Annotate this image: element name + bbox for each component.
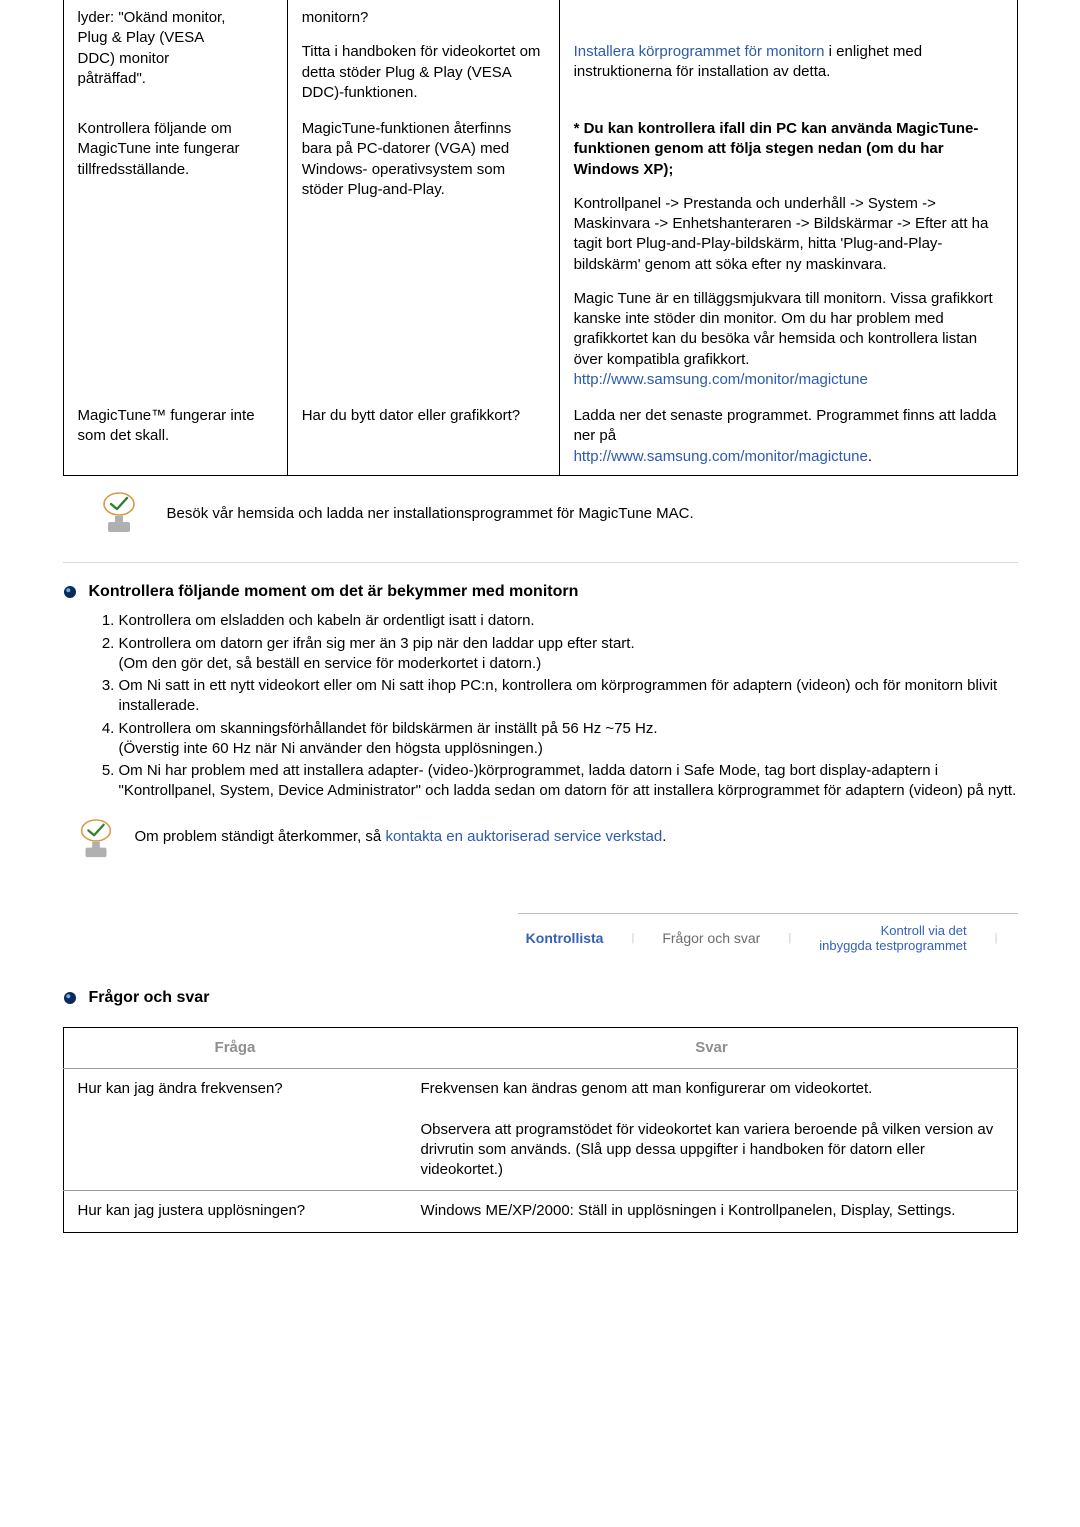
mac-note: Besök vår hemsida och ladda ner installa… [63, 476, 1018, 562]
text: Har du bytt dator eller grafikkort? [302, 407, 520, 424]
text: . [662, 828, 666, 845]
cell: Kontrollera följande om MagicTune inte f… [63, 111, 287, 398]
table-row: MagicTune™ fungerar inte som det skall. … [63, 398, 1017, 475]
list-item: Kontrollera om datorn ger ifrån sig mer … [119, 633, 1018, 676]
table-row: Hur kan jag ändra frekvensen? Frekvensen… [63, 1069, 1017, 1110]
cell: lyder: "Okänd monitor, Plug & Play (VESA… [63, 0, 287, 111]
nav-faq-link[interactable]: Frågor och svar [662, 929, 760, 948]
list-item: Om Ni satt in ett nytt videokort eller o… [119, 675, 1018, 718]
text: Ladda ner det senaste programmet. Progra… [574, 407, 997, 444]
column-header: Fråga [63, 1028, 406, 1069]
text: MagicTune-funktionen återfinns bara på P… [302, 120, 512, 198]
text: Besök vår hemsida och ladda ner installa… [167, 504, 694, 524]
cell: Hur kan jag ändra frekvensen? [63, 1069, 406, 1110]
cell: Windows ME/XP/2000: Ställ in upplösninge… [406, 1191, 1017, 1232]
text: monitorn? [302, 9, 369, 26]
checklist: Kontrollera om elsladden och kabeln är o… [63, 610, 1018, 802]
text: påträffad". [78, 70, 146, 87]
cell: Observera att programstödet för videokor… [406, 1110, 1017, 1191]
list-item: Om Ni har problem med att installera ada… [119, 760, 1018, 803]
section-heading: Frågor och svar [63, 953, 1018, 1023]
heading-text: Frågor och svar [89, 987, 210, 1009]
table-header-row: Fråga Svar [63, 1028, 1017, 1069]
cell: Installera körprogrammet för monitorn i … [559, 0, 1017, 111]
text: DDC) monitor [78, 50, 170, 67]
text: Kontrollera följande om MagicTune inte f… [78, 120, 240, 178]
text: Kontroll via det [881, 923, 967, 938]
text: Plug & Play (VESA [78, 29, 205, 46]
cell: Hur kan jag justera upplösningen? [63, 1191, 406, 1232]
text: MagicTune™ fungerar inte som det skall. [78, 407, 255, 444]
table-row: Observera att programstödet för videokor… [63, 1110, 1017, 1191]
column-header: Svar [406, 1028, 1017, 1069]
troubleshoot-table: lyder: "Okänd monitor, Plug & Play (VESA… [63, 0, 1018, 476]
content: lyder: "Okänd monitor, Plug & Play (VESA… [63, 0, 1018, 1233]
text: Magic Tune är en tilläggsmjukvara till m… [574, 290, 993, 368]
cell: Frekvensen kan ändras genom att man konf… [406, 1069, 1017, 1110]
text: inbyggda testprogrammet [819, 938, 966, 953]
contact-note: Om problem ständigt återkommer, så konta… [63, 803, 1018, 861]
table-row: Kontrollera följande om MagicTune inte f… [63, 111, 1017, 398]
text: * Du kan kontrollera ifall din PC kan an… [574, 120, 979, 178]
nav-separator: | [995, 931, 998, 946]
clipboard-check-icon [75, 819, 117, 861]
section-heading: Kontrollera följande moment om det är be… [63, 563, 1018, 611]
bullet-icon [63, 991, 77, 1005]
contact-service-link[interactable]: kontakta en auktoriserad service verksta… [385, 828, 662, 845]
cell: * Du kan kontrollera ifall din PC kan an… [559, 111, 1017, 398]
text: . [868, 448, 872, 465]
cell: MagicTune-funktionen återfinns bara på P… [287, 111, 559, 398]
install-driver-link[interactable]: Installera körprogrammet för monitorn [574, 43, 825, 60]
samsung-link[interactable]: http://www.samsung.com/monitor/magictune [574, 371, 868, 388]
nav-selftest-link[interactable]: Kontroll via det inbyggda testprogrammet [819, 924, 966, 954]
cell: Ladda ner det senaste programmet. Progra… [559, 398, 1017, 475]
list-item: Kontrollera om skanningsförhållandet för… [119, 718, 1018, 761]
nav-checklist-link[interactable]: Kontrollista [526, 929, 604, 948]
table-row: lyder: "Okänd monitor, Plug & Play (VESA… [63, 0, 1017, 111]
text: lyder: "Okänd monitor, [78, 9, 226, 26]
list-item: Kontrollera om elsladden och kabeln är o… [119, 610, 1018, 632]
nav-separator: | [631, 931, 634, 946]
table-row: Hur kan jag justera upplösningen? Window… [63, 1191, 1017, 1232]
text: Om problem ständigt återkommer, så [135, 828, 386, 845]
clipboard-check-icon [97, 492, 141, 536]
cell: Har du bytt dator eller grafikkort? [287, 398, 559, 475]
cell [63, 1110, 406, 1191]
text: Kontrollpanel -> Prestanda och underhåll… [574, 195, 989, 273]
faq-table: Fråga Svar Hur kan jag ändra frekvensen?… [63, 1027, 1018, 1233]
nav-separator: | [788, 931, 791, 946]
heading-text: Kontrollera följande moment om det är be… [89, 581, 579, 603]
text: Titta i handboken för videokortet om det… [302, 43, 541, 101]
bullet-icon [63, 585, 77, 599]
cell: MagicTune™ fungerar inte som det skall. [63, 398, 287, 475]
cell: monitorn? Titta i handboken för videokor… [287, 0, 559, 111]
samsung-link[interactable]: http://www.samsung.com/monitor/magictune [574, 448, 868, 465]
section-nav: Kontrollista | Frågor och svar | Kontrol… [63, 914, 1018, 954]
